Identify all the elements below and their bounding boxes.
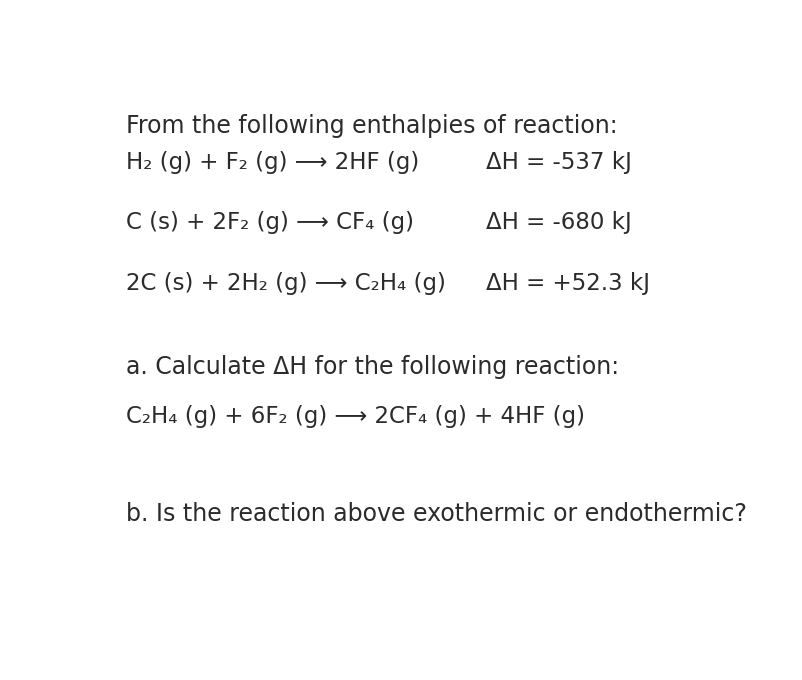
Text: b. Is the reaction above exothermic or endothermic?: b. Is the reaction above exothermic or e…: [127, 502, 747, 526]
Text: From the following enthalpies of reaction:: From the following enthalpies of reactio…: [127, 114, 618, 138]
Text: H₂ (g) + F₂ (g) ⟶ 2HF (g): H₂ (g) + F₂ (g) ⟶ 2HF (g): [127, 151, 419, 174]
Text: C (s) + 2F₂ (g) ⟶ CF₄ (g): C (s) + 2F₂ (g) ⟶ CF₄ (g): [127, 211, 415, 235]
Text: ΔH = -537 kJ: ΔH = -537 kJ: [486, 151, 631, 174]
Text: ΔH = -680 kJ: ΔH = -680 kJ: [486, 211, 631, 235]
Text: a. Calculate ΔH for the following reaction:: a. Calculate ΔH for the following reacti…: [127, 355, 619, 379]
Text: C₂H₄ (g) + 6F₂ (g) ⟶ 2CF₄ (g) + 4HF (g): C₂H₄ (g) + 6F₂ (g) ⟶ 2CF₄ (g) + 4HF (g): [127, 405, 585, 428]
Text: ΔH = +52.3 kJ: ΔH = +52.3 kJ: [486, 272, 650, 294]
Text: 2C (s) + 2H₂ (g) ⟶ C₂H₄ (g): 2C (s) + 2H₂ (g) ⟶ C₂H₄ (g): [127, 272, 446, 294]
